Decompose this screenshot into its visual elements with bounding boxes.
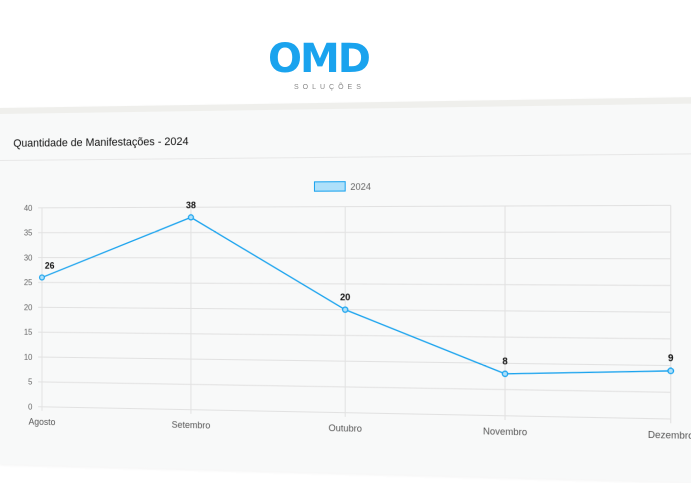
gridline-y [38, 282, 671, 285]
gridline-y [38, 258, 671, 259]
gridline-y [38, 332, 671, 339]
legend-swatch [314, 182, 345, 192]
x-tick-label: Outubro [329, 423, 362, 434]
data-point [502, 371, 507, 376]
gridline-y [38, 357, 671, 366]
data-label: 26 [45, 260, 55, 270]
line-chart: 0 5 10 15 20 25 30 35 40 Agosto Setembro Outubro Nov… [0, 168, 691, 472]
data-point [668, 368, 674, 373]
y-tick-label: 10 [24, 353, 33, 362]
y-tick-label: 35 [24, 229, 33, 238]
y-tick-label: 5 [28, 378, 33, 387]
gridline-y [38, 382, 671, 392]
divider [0, 153, 691, 161]
x-tick-label: Dezembro [648, 429, 691, 441]
data-label: 9 [668, 352, 674, 363]
y-tick-label: 20 [24, 303, 33, 312]
gridline-y [38, 407, 671, 419]
x-tick-label: Novembro [483, 426, 527, 438]
data-label: 20 [340, 292, 350, 303]
y-tick-label: 25 [24, 278, 33, 287]
data-point [188, 215, 193, 220]
card-title: Quantidade de Manifestações - 2024 [13, 136, 188, 150]
gridline-y [38, 307, 671, 312]
y-tick-label: 40 [24, 204, 33, 213]
gridline-y [38, 232, 671, 233]
gridline-y [38, 205, 671, 207]
y-tick-label: 30 [24, 253, 33, 262]
chart-card: Quantidade de Manifestações - 2024 0 5 10 1… [0, 97, 691, 483]
legend-label: 2024 [350, 181, 371, 192]
data-point [40, 275, 45, 280]
y-tick-label: 0 [28, 402, 33, 411]
y-tick-label: 15 [24, 328, 33, 337]
series-line [42, 216, 671, 376]
x-tick-label: Agosto [29, 417, 56, 428]
data-label: 8 [502, 356, 507, 367]
data-point [343, 307, 348, 312]
x-tick-label: Setembro [172, 419, 211, 430]
data-label: 38 [186, 200, 196, 210]
